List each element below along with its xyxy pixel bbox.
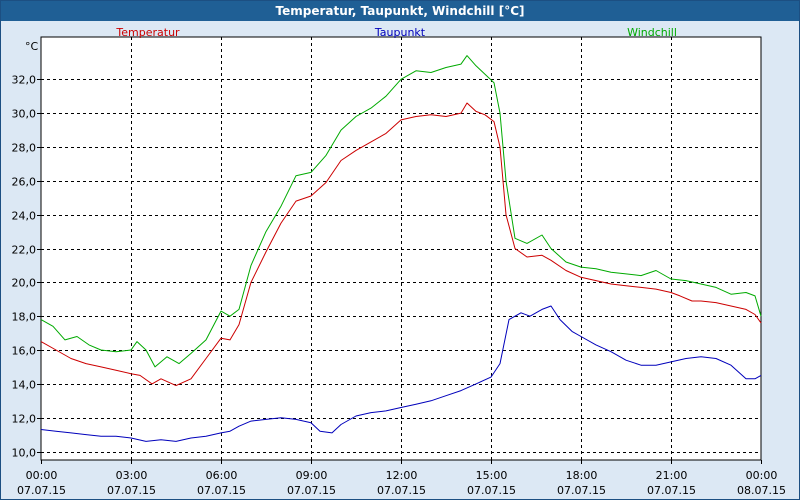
y-axis-ticks: 10,0 12,0 14,0 16,0 18,0 20,0 22,0 24,0 26,0 28,0… (12, 74, 41, 460)
y-axis-unit-label: °C (25, 40, 39, 53)
y-tick-label: 12,0 (12, 413, 37, 426)
series-line-taupunkt (40, 305, 762, 442)
x-tick-time-label: 09:00 (296, 469, 328, 482)
x-tick-time-label: 15:00 (476, 469, 508, 482)
y-tick-label: 10,0 (12, 447, 37, 460)
x-tick-date-label: 07.07.15 (287, 484, 336, 497)
y-tick-label: 32,0 (12, 74, 37, 87)
series-line-temperatur (40, 102, 762, 387)
x-tick-date-label: 07.07.15 (377, 484, 426, 497)
x-tick-time-label: 21:00 (656, 469, 688, 482)
y-tick-label: 14,0 (12, 379, 37, 392)
x-tick-date-label: 08.07.15 (737, 484, 786, 497)
y-tick-label: 24,0 (12, 210, 37, 223)
x-tick-time-label: 12:00 (386, 469, 418, 482)
y-tick-label: 26,0 (12, 176, 37, 189)
x-tick-time-label: 00:00 (746, 469, 778, 482)
x-tick-time-label: 18:00 (566, 469, 598, 482)
y-tick-label: 20,0 (12, 277, 37, 290)
x-tick-time-label: 06:00 (206, 469, 238, 482)
series-line-windchill (40, 55, 762, 368)
x-tick-date-label: 07.07.15 (467, 484, 516, 497)
y-tick-label: 30,0 (12, 108, 37, 121)
grid-lines (41, 37, 761, 460)
x-tick-date-label: 07.07.15 (647, 484, 696, 497)
legend-windchill: Windchill (627, 26, 677, 39)
legend: Temperatur Taupunkt Windchill (115, 26, 677, 39)
window-title: Temperatur, Taupunkt, Windchill [°C] (1, 1, 799, 21)
legend-taupunkt: Taupunkt (374, 26, 426, 39)
legend-temperatur: Temperatur (115, 26, 180, 39)
x-tick-date-label: 07.07.15 (197, 484, 246, 497)
x-tick-time-label: 03:00 (116, 469, 148, 482)
data-series (40, 55, 762, 442)
y-tick-label: 18,0 (12, 311, 37, 324)
y-tick-label: 16,0 (12, 345, 37, 358)
y-tick-label: 28,0 (12, 142, 37, 155)
x-tick-date-label: 07.07.15 (557, 484, 606, 497)
x-tick-date-label: 07.07.15 (107, 484, 156, 497)
x-tick-time-label: 00:00 (26, 469, 58, 482)
x-tick-date-label: 07.07.15 (17, 484, 66, 497)
x-axis-ticks: 00:00 07.07.15 03:00 07.07.15 06:00 07.07.15 0… (17, 460, 786, 497)
y-tick-label: 22,0 (12, 244, 37, 257)
